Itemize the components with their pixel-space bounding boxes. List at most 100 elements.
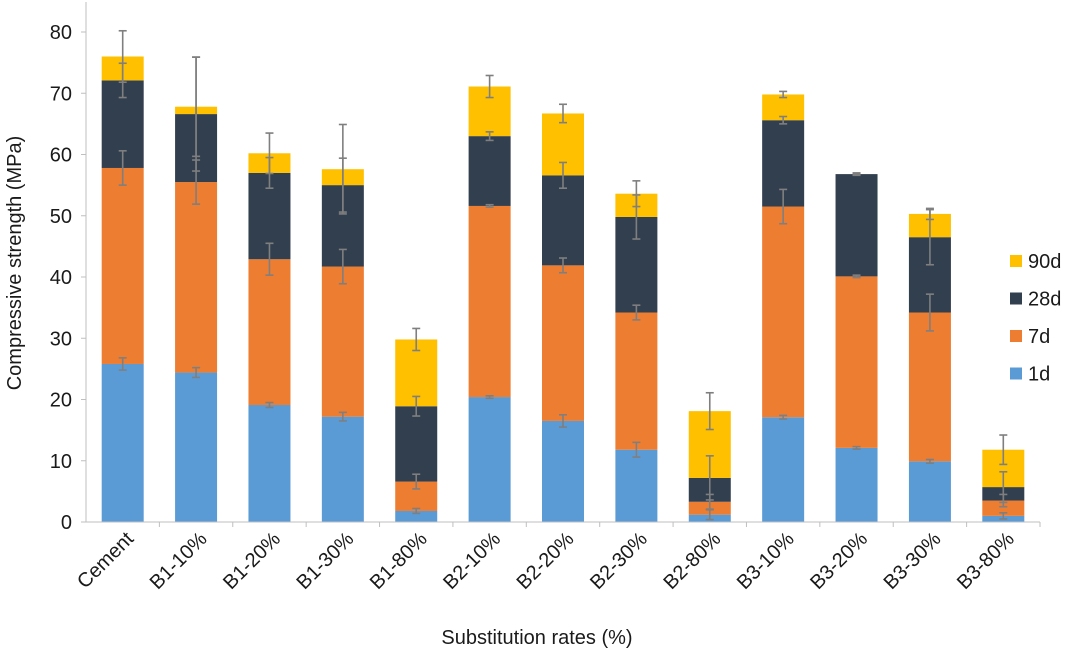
legend-label: 7d xyxy=(1028,326,1050,348)
error-bar-90d xyxy=(632,180,641,208)
error-bar-1d xyxy=(118,357,127,371)
error-bar-1d xyxy=(265,401,274,409)
x-axis-title: Substitution rates (%) xyxy=(441,627,632,649)
y-tick-label: 80 xyxy=(50,22,72,44)
error-bar-90d xyxy=(485,74,494,99)
y-tick-label: 40 xyxy=(50,267,72,289)
bar-segment-28d xyxy=(835,174,878,277)
error-bar-1d xyxy=(852,445,861,450)
bar-segment-1d xyxy=(395,510,438,522)
bar-segment-7d xyxy=(982,500,1025,516)
error-bar-1d xyxy=(925,458,934,465)
error-bars-layer xyxy=(118,29,1008,521)
error-bar-7d xyxy=(265,242,274,276)
bars-layer xyxy=(101,56,1025,522)
error-bar-28d xyxy=(999,470,1008,504)
error-bar-1d xyxy=(192,366,201,379)
legend-swatch xyxy=(1010,367,1022,380)
x-tick-label: B1-80% xyxy=(366,528,432,594)
legend-swatch xyxy=(1010,255,1022,267)
y-tick-label: 50 xyxy=(50,206,72,228)
y-axis-title: Compressive strength (MPa) xyxy=(4,136,26,391)
error-bar-90d xyxy=(338,123,347,215)
bar-segment-28d xyxy=(542,175,584,266)
x-tick-label: B1-20% xyxy=(219,528,285,594)
error-bar-1d xyxy=(632,441,641,458)
bar-segment-28d xyxy=(468,136,511,206)
bar-segment-7d xyxy=(248,259,291,406)
y-tick-label: 0 xyxy=(61,512,72,534)
error-bar-90d xyxy=(559,103,567,124)
x-tick-label: B1-30% xyxy=(293,528,359,594)
bar-segment-7d xyxy=(908,312,951,462)
x-tick-label: B2-80% xyxy=(659,528,725,594)
error-bar-7d xyxy=(118,150,127,186)
bar-segment-1d xyxy=(762,417,805,522)
legend-item-90d: 90d xyxy=(1010,251,1061,273)
bar-segment-1d xyxy=(542,420,584,522)
error-bar-7d xyxy=(559,257,567,274)
bar-segment-7d xyxy=(468,205,511,398)
error-bar-90d xyxy=(705,391,714,431)
legend-label: 1d xyxy=(1028,364,1050,386)
x-tick-label: B2-30% xyxy=(586,528,652,594)
x-tick-label: B3-20% xyxy=(806,528,872,594)
bar-segment-7d xyxy=(835,276,878,448)
y-tick-label: 30 xyxy=(50,328,72,350)
error-bar-1d xyxy=(559,414,567,428)
bar-segment-1d xyxy=(175,372,218,522)
error-bar-7d xyxy=(485,203,494,208)
error-bar-90d xyxy=(925,207,934,221)
error-bar-7d xyxy=(852,274,861,279)
error-bar-1d xyxy=(779,414,788,420)
error-bar-90d xyxy=(412,327,421,352)
error-bar-7d xyxy=(779,188,788,225)
legend: 90d 28d 7d 1d xyxy=(1010,251,1061,386)
error-bar-90d xyxy=(265,132,274,175)
legend-item-1d: 1d xyxy=(1010,364,1050,386)
bar-segment-28d xyxy=(395,406,438,482)
error-bar-28d xyxy=(412,395,421,417)
y-tick-label: 20 xyxy=(50,390,72,412)
bar-segment-1d xyxy=(248,405,291,522)
legend-swatch xyxy=(1010,330,1022,342)
y-tick-label: 60 xyxy=(50,145,72,167)
error-bar-1d xyxy=(999,512,1008,520)
bar-segment-1d xyxy=(101,363,144,522)
x-tick-label: B2-10% xyxy=(439,528,505,594)
bar-segment-1d xyxy=(321,416,364,522)
x-tick-label: B2-20% xyxy=(513,528,579,594)
error-bar-90d xyxy=(118,29,127,84)
error-bar-90d xyxy=(779,90,788,99)
x-tick-label: B3-10% xyxy=(733,528,799,594)
legend-item-28d: 28d xyxy=(1010,289,1061,311)
error-bar-28d xyxy=(705,455,714,501)
bar-segment-7d xyxy=(542,265,584,421)
error-bar-7d xyxy=(925,293,934,332)
legend-item-7d: 7d xyxy=(1010,326,1050,348)
x-tick-label: Cement xyxy=(73,528,138,593)
bar-segment-1d xyxy=(615,449,658,522)
bar-segment-7d xyxy=(175,182,218,373)
error-bar-28d xyxy=(485,131,494,142)
y-tick-label: 70 xyxy=(50,83,72,105)
error-bar-7d xyxy=(632,304,641,321)
bar-segment-1d xyxy=(908,461,951,522)
error-bar-1d xyxy=(485,395,494,400)
bar-segment-1d xyxy=(468,397,511,522)
bar-segment-7d xyxy=(615,312,658,450)
bar-segment-1d xyxy=(835,447,878,522)
error-bar-7d xyxy=(412,473,421,490)
legend-swatch xyxy=(1010,292,1022,305)
legend-label: 90d xyxy=(1028,251,1061,273)
x-tick-label: B3-80% xyxy=(953,528,1019,594)
bar-segment-7d xyxy=(762,206,805,418)
error-bar-90d xyxy=(192,56,201,158)
legend-label: 28d xyxy=(1028,289,1061,311)
error-bar-28d xyxy=(559,161,567,189)
error-bar-1d xyxy=(412,507,421,515)
error-bar-1d xyxy=(338,411,347,422)
y-tick-label: 10 xyxy=(50,451,72,473)
